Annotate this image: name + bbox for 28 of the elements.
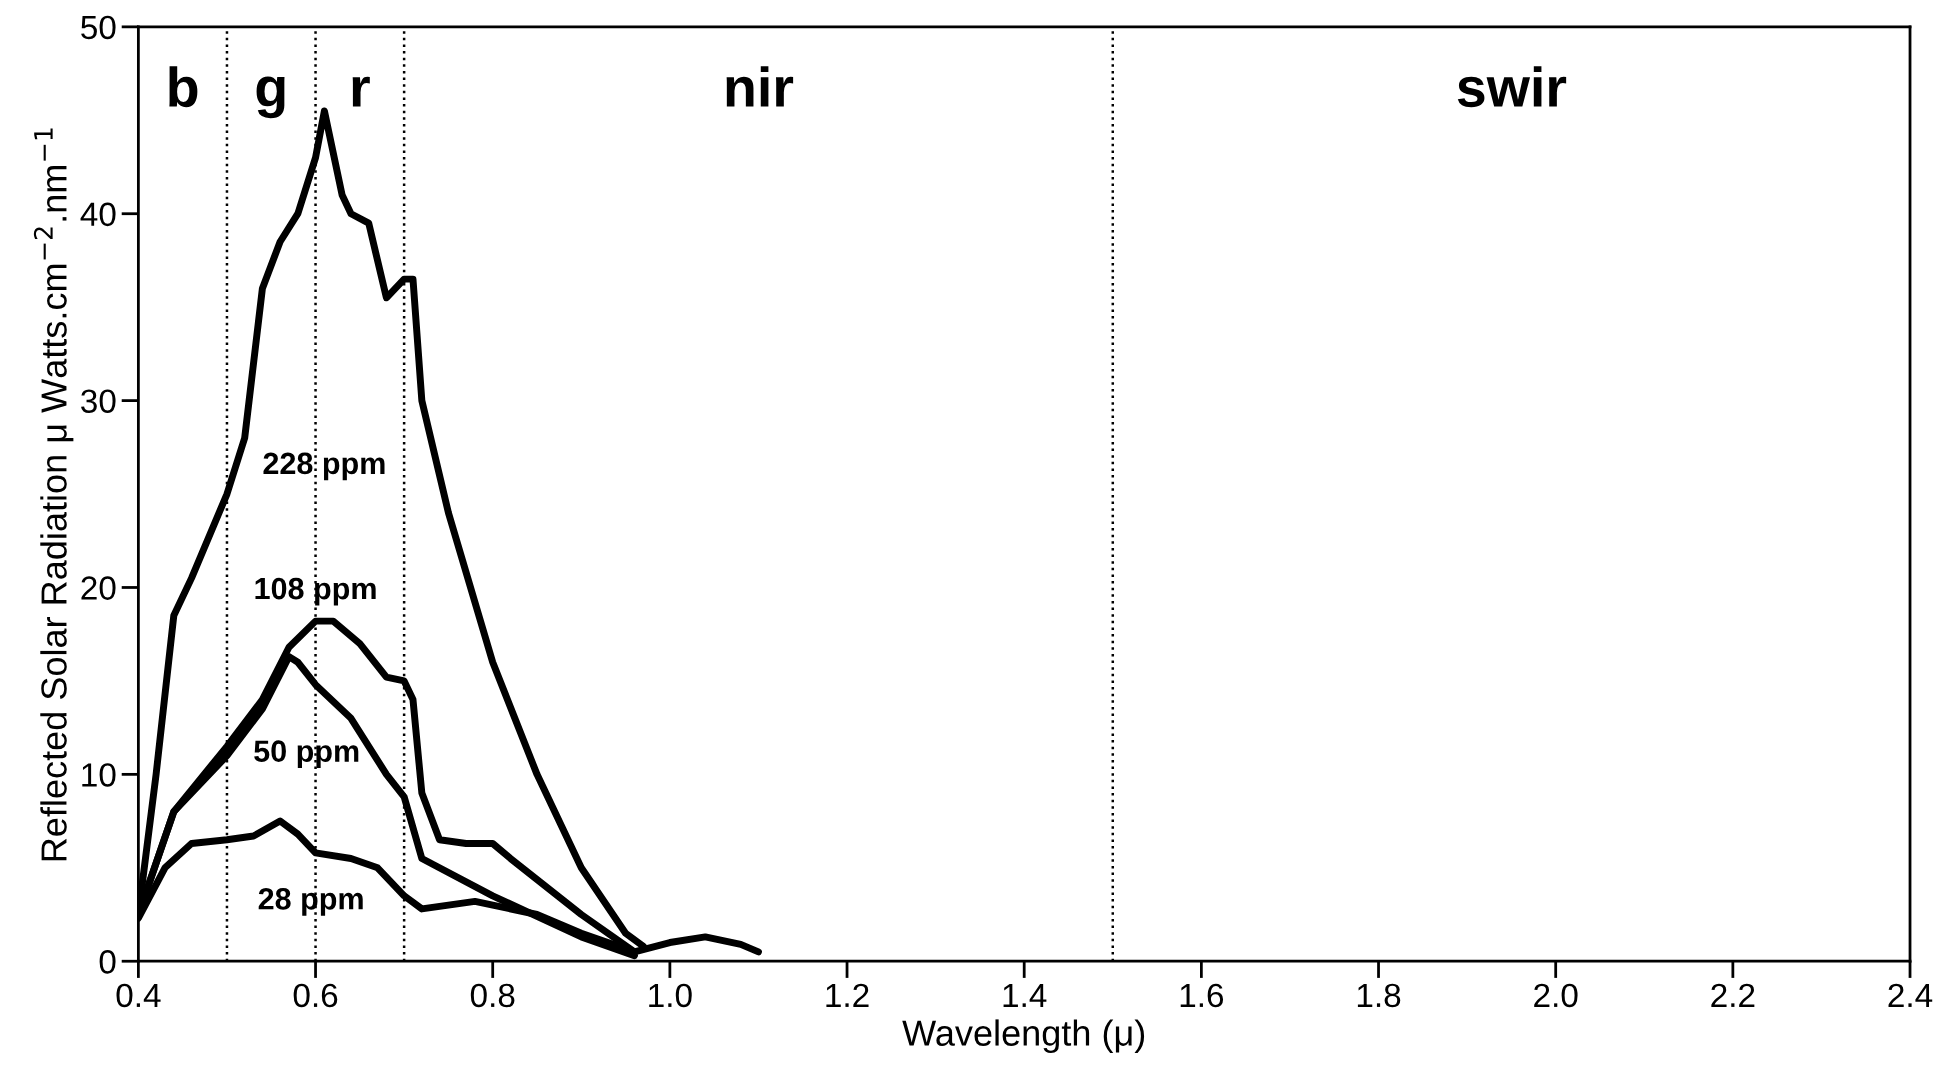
series-label: 50 ppm bbox=[254, 740, 359, 769]
series-label: 108 ppm bbox=[255, 577, 376, 606]
x-tick-label: 1.4 bbox=[1003, 983, 1047, 1007]
x-tick-label: 0.8 bbox=[470, 983, 515, 1008]
x-tick-label: 2.4 bbox=[1888, 983, 1933, 1007]
x-tick-label: 2.2 bbox=[1711, 983, 1755, 1007]
series-label: 28 ppm bbox=[258, 887, 363, 916]
y-axis-title: Reflected Solar Radiation μ Watts.cm$^{−2}$.nm$^{−1}$ bbox=[33, 128, 74, 861]
y-tick-label: 40 bbox=[80, 202, 116, 227]
annotation: r bbox=[352, 76, 370, 107]
annotation: g bbox=[256, 76, 285, 119]
x-axis-title: Wavelength (μ) bbox=[902, 1019, 1145, 1054]
y-tick-label: 20 bbox=[81, 576, 116, 600]
y-tick-label: 50 bbox=[81, 15, 116, 40]
y-tick-label: 0 bbox=[99, 950, 116, 974]
y-tick-label: 30 bbox=[81, 389, 116, 414]
x-tick-label: 0.4 bbox=[116, 983, 161, 1008]
annotation: b bbox=[169, 66, 198, 108]
x-tick-label: 1.6 bbox=[1180, 983, 1224, 1008]
y-tick-label: 10 bbox=[82, 763, 116, 787]
x-tick-label: 0.6 bbox=[293, 983, 338, 1008]
annotation: nir bbox=[726, 66, 794, 107]
x-tick-label: 1.8 bbox=[1357, 983, 1401, 1008]
series-label: 228 ppm bbox=[263, 452, 385, 481]
x-tick-label: 2.0 bbox=[1534, 983, 1578, 1008]
x-tick-label: 1.0 bbox=[649, 983, 692, 1008]
annotation: swir bbox=[1457, 66, 1567, 108]
x-tick-label: 1.2 bbox=[826, 983, 869, 1007]
